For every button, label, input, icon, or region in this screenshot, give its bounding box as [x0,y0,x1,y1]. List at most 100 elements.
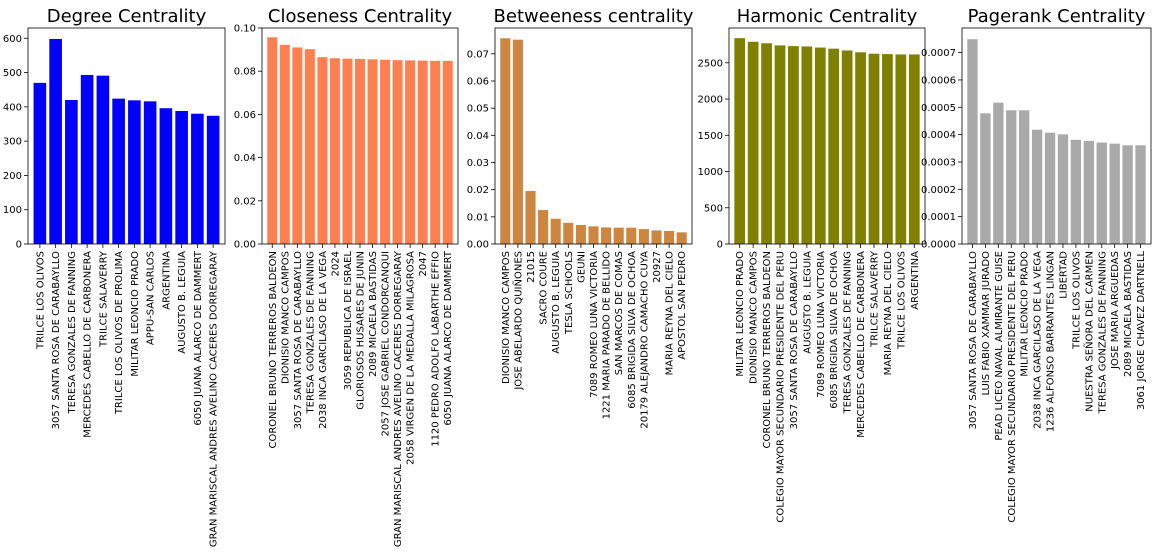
x-tick-label: TRILCE SALAVERRY [870,250,881,348]
y-tick-label: 0.05 [467,104,489,115]
x-tick-label: JOSE ABELARDO QUIÑONES [511,251,524,391]
x-tick-label: MILITAR LEONCIO PRADO [735,251,746,377]
plot-frame [728,27,926,245]
bar [1083,140,1094,244]
x-tick-label: SACRO COURE [539,251,550,325]
x-tick-label: AUGUSTO B. LEGUIA [551,251,562,354]
chart-panel-4: Harmonic Centrality 0 500 1000 1500 2000 2500 M… [698,6,926,523]
x-tick-label: 1221 MARIA PARADO DE BELLIDO [602,251,613,420]
bar [664,230,675,244]
x-tick-label: TRILCE LOS OLIVOS [896,251,907,350]
y-tick-label: 600 [3,34,22,45]
x-tick-label: TESLA SCHOOLS [564,251,575,335]
x-tick-label: AUGUSTO B. LEGUIA [802,251,813,354]
bar [500,38,511,245]
x-tick-label: CORONEL BRUNO TERREROS BALDEON [762,251,773,449]
plot-frame [261,27,459,245]
x-tick-label: TERESA GONZALES DE FANNING [67,251,78,414]
x-tick-label: TRILCE LOS OLIVOS DE PROLIMA [114,251,125,415]
y-tick-label: 0.06 [467,76,489,87]
x-tick-label: 2089 MICAELA BASTIDAS [1123,251,1134,377]
bar [112,98,125,244]
x-tick-label: 20927 [652,251,663,283]
bar [279,44,290,245]
x-tick-label: TRILCE SALAVERRY [98,250,109,348]
bar [128,100,141,244]
bar [96,75,110,245]
bar [575,224,586,244]
bar [80,74,94,244]
bar [512,39,523,245]
x-tick-label: 3057 SANTA ROSA DE CARABAYLLO [789,251,800,429]
x-tick-label: APOSTOL SAN PEDRO [677,251,688,360]
y-tick-label: 1500 [698,131,723,142]
bar [828,48,840,245]
bar [801,46,813,245]
y-tick-label: 0.0004 [921,130,956,141]
bar [563,222,574,244]
chart-panel-1: Degree Centrality 0 100 200 300 400 500 600 TRIL… [3,6,226,547]
x-tick-label: GRAN MARISCAL ANDRES AVELINO CACERES DOR… [209,250,220,547]
bar [774,45,786,245]
bar [380,59,391,244]
y-tick-label: 200 [3,171,22,182]
bar [392,60,403,245]
y-tick-label: 0.0002 [921,185,956,196]
x-tick-label: SAN MARCOS DE COMAS [614,251,625,375]
x-tick-label: 3057 SANTA ROSA DE CARABAYLLO [968,251,979,429]
bar [1122,145,1133,244]
bar [1057,134,1069,244]
bar [1109,143,1120,244]
bar [1031,129,1043,244]
bar [967,39,978,244]
x-tick-label: MERCEDES CABELLO DE CARBONERA [856,251,867,438]
x-tick-label: TRILCE LOS OLIVOS [1071,251,1082,350]
bar [33,82,47,244]
y-tick-label: 0.02 [234,196,256,207]
bar [1006,110,1017,244]
y-tick-label: 0.04 [467,131,489,142]
x-tick-label: 1120 PEDRO ADOLFO LABARTHE EFFIO [431,251,442,447]
y-tick-label: 400 [3,102,22,113]
x-tick-label: 2058 VIRGEN DE LA MEDALLA MILAGROSA [406,251,417,465]
bar [159,108,173,244]
bar [1135,145,1146,244]
bar [49,38,62,244]
chart-title: Degree Centrality [47,6,207,27]
x-tick-label: 3059 REPUBLICA DE ISRAEL [343,251,354,391]
x-tick-label: TERESA GONZALES DE FANNING [843,251,854,414]
bar [814,47,826,245]
x-tick-label: 6050 JUANA ALARCO DE DAMMERT [443,250,454,426]
bar [980,113,991,244]
plot-frame [961,27,1152,245]
chart-panel-5: Pagerank Centrality 0.0000 0.0001 0.0002 0.0… [921,6,1152,523]
bar [329,58,340,244]
x-tick-label: 2089 MICAELA BASTIDAS [368,251,379,377]
bar [651,230,662,244]
bar [734,38,746,245]
y-tick-label: 0.08 [234,67,256,78]
bar [747,41,759,244]
y-tick-label: 0.07 [467,49,489,60]
x-tick-label: GRAN MARISCAL ANDRES AVELINO CACERES DOR… [393,250,404,547]
y-tick-label: 0.0003 [921,157,956,168]
x-tick-label: APPU-SAN CARLOS [146,251,157,345]
bar [841,50,853,244]
bar [788,46,799,244]
y-tick-label: 0.01 [467,212,489,223]
bar [405,60,416,245]
x-tick-label: 7089 ROMEO LUNA VICTORIA [816,251,827,398]
bar [638,229,649,244]
bar [292,47,303,244]
bar [895,54,907,244]
x-tick-label: 3057 SANTA ROSA DE CARABAYLLO [293,251,304,429]
x-tick-label: NUESTRA SEÑORA DEL CARMEN [1082,251,1095,412]
bar [882,54,893,244]
x-tick-label: 2047 [418,251,429,276]
bar [267,37,278,245]
x-tick-label: GEUNI [576,251,587,283]
x-tick-label: 6085 BRIGIDA SILVA DE OCHOA [627,251,638,409]
chart-title: Pagerank Centrality [968,6,1146,27]
bar [550,218,561,244]
bar [676,232,687,244]
